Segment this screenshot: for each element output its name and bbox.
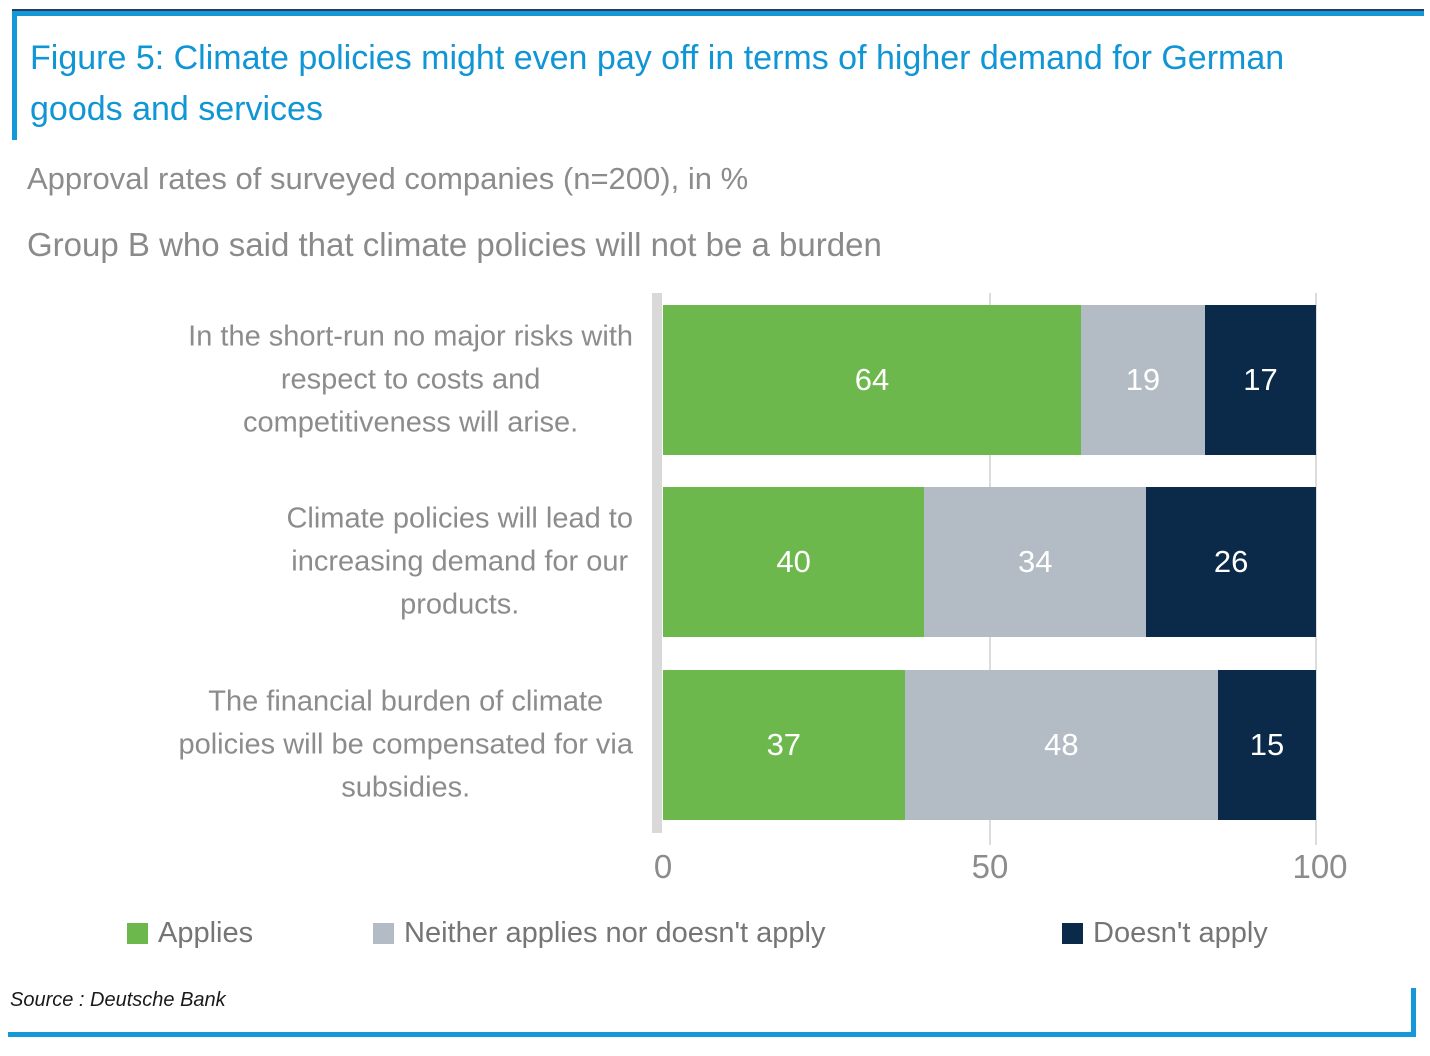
bar-segment-applies: 37 xyxy=(663,670,905,820)
bottom-right-border xyxy=(1411,988,1416,1037)
legend-swatch-doesnt-apply xyxy=(1062,923,1083,944)
legend-label: Doesn't apply xyxy=(1093,917,1268,949)
bar-segment-doesnt-apply: 26 xyxy=(1146,487,1316,637)
legend-label: Neither applies nor doesn't apply xyxy=(404,917,826,949)
bar-value-label: 17 xyxy=(1243,362,1278,397)
chart-row: Climate policies will lead to increasing… xyxy=(20,487,1420,637)
bar-segment-doesnt-apply: 17 xyxy=(1204,305,1316,455)
legend-item-applies: Applies xyxy=(127,917,253,950)
category-label: The financial burden of climate policies… xyxy=(178,681,633,810)
y-axis-line xyxy=(652,293,662,833)
category-label-line: In the short-run no major risks with xyxy=(188,320,633,353)
bar-segment-neither: 48 xyxy=(904,670,1219,820)
title-left-border xyxy=(12,11,17,140)
x-axis-tick-50: 50 xyxy=(971,848,1009,885)
legend-item-doesnt-apply: Doesn't apply xyxy=(1062,917,1268,950)
bar-segment-applies: 40 xyxy=(663,487,925,637)
category-label-line: products. xyxy=(400,588,520,621)
bottom-border xyxy=(8,1032,1416,1037)
category-label-line: respect to costs and xyxy=(280,363,541,396)
stacked-bar-chart: In the short-run no major risks with res… xyxy=(20,293,1420,905)
bar-value-label: 48 xyxy=(1044,727,1079,762)
legend-swatch-neither xyxy=(373,923,394,944)
category-label-line: The financial burden of climate xyxy=(208,685,604,718)
gridline-100 xyxy=(1315,293,1317,845)
legend-swatch-applies xyxy=(127,923,148,944)
category-label-line: subsidies. xyxy=(341,771,471,804)
legend-item-neither: Neither applies nor doesn't apply xyxy=(373,917,825,950)
chart-row: In the short-run no major risks with res… xyxy=(20,305,1420,455)
stacked-bar: 37 48 15 xyxy=(663,670,1316,820)
source-note: Source : Deutsche Bank xyxy=(10,989,226,1011)
category-label-line: competitiveness will arise. xyxy=(242,406,579,439)
bar-value-label: 34 xyxy=(1017,544,1053,579)
group-b-label: Group B who said that climate policies w… xyxy=(27,226,882,263)
category-label-line: policies will be compensated for via xyxy=(178,728,633,761)
bar-segment-doesnt-apply: 15 xyxy=(1218,670,1316,820)
x-axis-tick-0: 0 xyxy=(653,848,673,885)
bar-segment-neither: 19 xyxy=(1080,305,1205,455)
bar-value-label: 37 xyxy=(766,727,802,762)
bar-value-label: 64 xyxy=(854,362,890,397)
bar-value-label: 19 xyxy=(1125,362,1161,397)
category-label: Climate policies will lead to increasing… xyxy=(286,498,633,627)
stacked-bar: 64 19 17 xyxy=(663,305,1316,455)
stacked-bar: 40 34 26 xyxy=(663,487,1316,637)
category-label-line: increasing demand for our xyxy=(291,545,629,578)
chart-row: The financial burden of climate policies… xyxy=(20,670,1420,820)
top-border xyxy=(12,11,1424,16)
figure-subtitle: Approval rates of surveyed companies (n=… xyxy=(27,161,749,196)
figure-title: Figure 5: Climate policies might even pa… xyxy=(30,39,1285,128)
x-axis-tick-100: 100 xyxy=(1292,848,1348,885)
bar-value-label: 40 xyxy=(776,544,811,579)
category-label-line: Climate policies will lead to xyxy=(286,502,633,535)
bar-value-label: 15 xyxy=(1249,727,1285,762)
bar-segment-neither: 34 xyxy=(924,487,1147,637)
bar-value-label: 26 xyxy=(1213,544,1249,579)
top-border-dark-line xyxy=(12,9,1424,11)
legend-label: Applies xyxy=(158,917,254,949)
category-label: In the short-run no major risks with res… xyxy=(188,316,633,445)
legend: Applies Neither applies nor doesn't appl… xyxy=(0,917,1430,953)
bar-segment-applies: 64 xyxy=(663,305,1081,455)
